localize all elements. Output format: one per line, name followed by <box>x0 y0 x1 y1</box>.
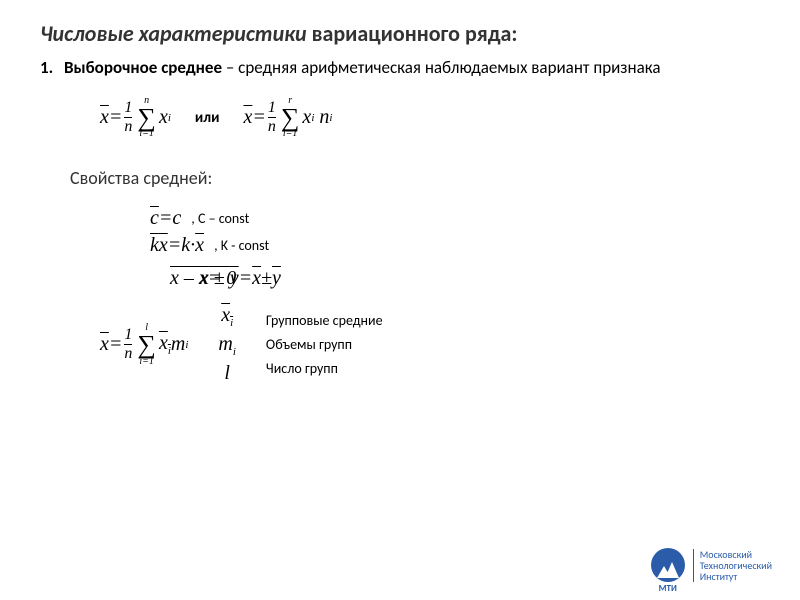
term-rest: – средняя арифметическая наблюдаемых вар… <box>222 57 660 78</box>
properties-heading: Свойства средней: <box>70 167 760 189</box>
slide-title: Числовые характеристики вариационного ря… <box>40 20 760 47</box>
legend-group-sizes: Объемы групп <box>266 336 383 353</box>
list-text: Выборочное среднее – средняя арифметичес… <box>64 57 661 78</box>
group-mean-row: x = 1 n l ∑ i=1 ximi xi mi l Групповые с… <box>100 304 760 385</box>
formula-mean-weighted: x = 1 n r ∑ i=1 xi ni <box>243 96 332 139</box>
sum-sigma: n ∑ i=1 <box>137 96 156 139</box>
title-italic-part: Числовые характеристики <box>40 20 307 47</box>
title-rest: вариационного ряда: <box>307 20 518 47</box>
list-item-1: 1. Выборочное среднее – средняя арифмети… <box>40 57 760 78</box>
legend-text: Групповые средние Объемы групп Число гру… <box>266 312 383 377</box>
slide-content: Числовые характеристики вариационного ря… <box>0 0 800 405</box>
prop-scalar: kx = k · x , K - const <box>150 234 760 257</box>
prop-sum-linearity: x ± y = x ± y <box>200 267 281 290</box>
prop-const-annot: , С – const <box>191 210 249 227</box>
logo-text: Московский Технологический Институт <box>693 549 772 582</box>
formula-row-definitions: x = 1 n n ∑ i=1 xi или x = 1 n r ∑ <box>100 96 760 139</box>
mti-logo: МТИ Московский Технологический Институт <box>651 548 772 582</box>
formula-mean-simple: x = 1 n n ∑ i=1 xi <box>100 96 171 139</box>
legend-group-count: Число групп <box>266 360 383 377</box>
logo-mountain-icon <box>651 548 685 582</box>
formula-group-mean: x = 1 n l ∑ i=1 ximi <box>100 323 188 366</box>
eq: = <box>109 106 123 129</box>
or-word: или <box>195 109 220 127</box>
frac-1-n: 1 n <box>124 100 132 135</box>
prop-const: c = c , С – const <box>150 207 760 230</box>
logo-abbr: МТИ <box>651 583 685 594</box>
legend-symbols: xi mi l <box>218 304 236 385</box>
xi: x <box>159 106 168 129</box>
term-bold: Выборочное среднее <box>64 57 222 78</box>
prop-scalar-annot: , K - const <box>214 237 269 254</box>
properties-block-1: c = c , С – const kx = k · x , K - const <box>150 207 760 257</box>
xbar: x <box>100 106 109 129</box>
legend-group-means: Групповые средние <box>266 312 383 329</box>
list-number: 1. <box>40 57 64 78</box>
properties-block-2: x – x = 0 x ± y = x ± y <box>170 267 760 290</box>
